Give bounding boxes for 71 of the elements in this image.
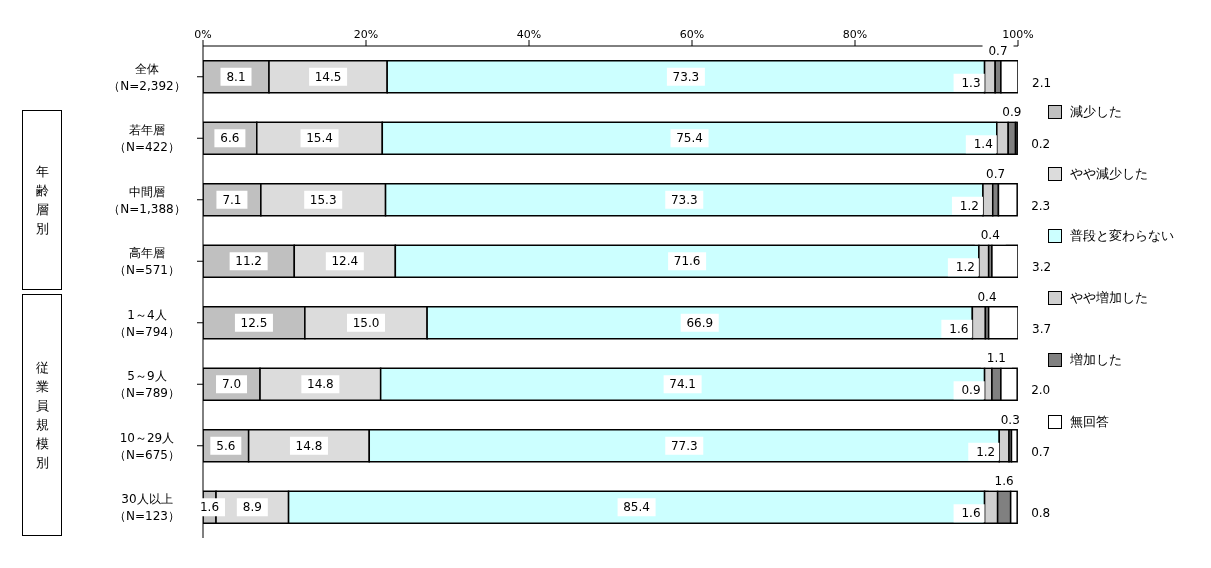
legend-label: やや増加した: [1070, 289, 1149, 307]
data-label: 77.3: [670, 438, 698, 453]
data-label: 0.9: [961, 383, 981, 398]
text: 従業員規模別: [35, 359, 49, 472]
data-label: 0.2: [1031, 137, 1051, 152]
y-tick-label: 1～4人（N=794）: [114, 307, 180, 339]
data-label: 0.7: [988, 43, 1008, 58]
data-label: 0.9: [1002, 105, 1022, 120]
data-label: 15.0: [352, 315, 380, 330]
y-tick-label: 若年層（N=422）: [114, 123, 180, 155]
data-label: 0.3: [1000, 412, 1020, 427]
bar: [1010, 429, 1018, 463]
data-label: 2.0: [1031, 383, 1051, 398]
data-label: 0.7: [1031, 444, 1051, 459]
legend-label: 普段と変わらない: [1070, 227, 1175, 245]
data-label: 15.3: [309, 192, 337, 207]
y-tick-label: 中間層（N=1,388）: [108, 184, 186, 216]
text: 年齢層別: [35, 162, 49, 238]
legend-label: やや減少した: [1070, 165, 1149, 183]
data-label: 3.2: [1032, 260, 1052, 275]
data-label: 73.3: [672, 69, 700, 84]
data-label: 0.7: [986, 166, 1006, 181]
data-label: 5.6: [216, 438, 236, 453]
data-label: 1.2: [959, 198, 979, 213]
x-tick-label: 0%: [194, 28, 212, 41]
data-label: 12.4: [331, 254, 359, 269]
data-label: 12.5: [240, 315, 268, 330]
x-tick-label: 100%: [1002, 28, 1034, 41]
legend-label: 減少した: [1070, 103, 1123, 121]
data-label: 75.4: [676, 131, 703, 146]
x-tick-label: 40%: [516, 28, 542, 41]
data-label: 6.6: [220, 131, 240, 146]
data-label: 74.1: [669, 377, 696, 392]
legend-label: 無回答: [1070, 413, 1110, 431]
data-label: 7.1: [222, 192, 242, 207]
data-label: 14.8: [307, 377, 334, 392]
data-label: 1.2: [955, 260, 975, 275]
data-label: 1.2: [976, 444, 996, 459]
data-label: 14.5: [314, 69, 342, 84]
data-label: 1.4: [973, 137, 993, 152]
data-label: 8.1: [226, 69, 246, 84]
data-label: 7.0: [221, 377, 242, 392]
data-label: 2.3: [1031, 198, 1051, 213]
y-tick-label: 高年層（N=571）: [114, 246, 180, 278]
data-label: 66.9: [686, 315, 714, 330]
x-tick-label: 20%: [353, 28, 379, 41]
x-tick-label: 60%: [679, 28, 705, 41]
data-label: 14.8: [295, 438, 323, 453]
data-label: 0.8: [1031, 506, 1051, 521]
data-label: 1.1: [986, 351, 1006, 366]
data-label: 0.4: [980, 228, 1000, 243]
data-label: 8.9: [242, 500, 262, 515]
y-tick-label: 30人以上（N=123）: [114, 492, 180, 524]
data-label: 11.2: [235, 254, 262, 269]
data-label: 1.6: [961, 506, 981, 521]
data-label: 71.6: [673, 254, 701, 269]
legend-label: 増加した: [1070, 351, 1123, 369]
x-tick-label: 80%: [842, 28, 868, 41]
data-label: 1.6: [199, 500, 220, 515]
data-label: 73.3: [670, 192, 698, 207]
data-label: 1.6: [994, 474, 1014, 489]
data-label: 1.3: [961, 75, 981, 90]
data-label: 1.6: [949, 321, 969, 336]
y-tick-label: 5～9人（N=789）: [114, 369, 180, 401]
y-tick-label: 10～29人（N=675）: [114, 430, 180, 462]
data-label: 2.1: [1032, 75, 1052, 90]
data-label: 0.4: [977, 289, 997, 304]
data-label: 3.7: [1032, 321, 1052, 336]
data-label: 15.4: [306, 131, 333, 146]
data-label: 85.4: [623, 500, 650, 515]
y-tick-label: 全体（N=2,392）: [108, 61, 186, 93]
